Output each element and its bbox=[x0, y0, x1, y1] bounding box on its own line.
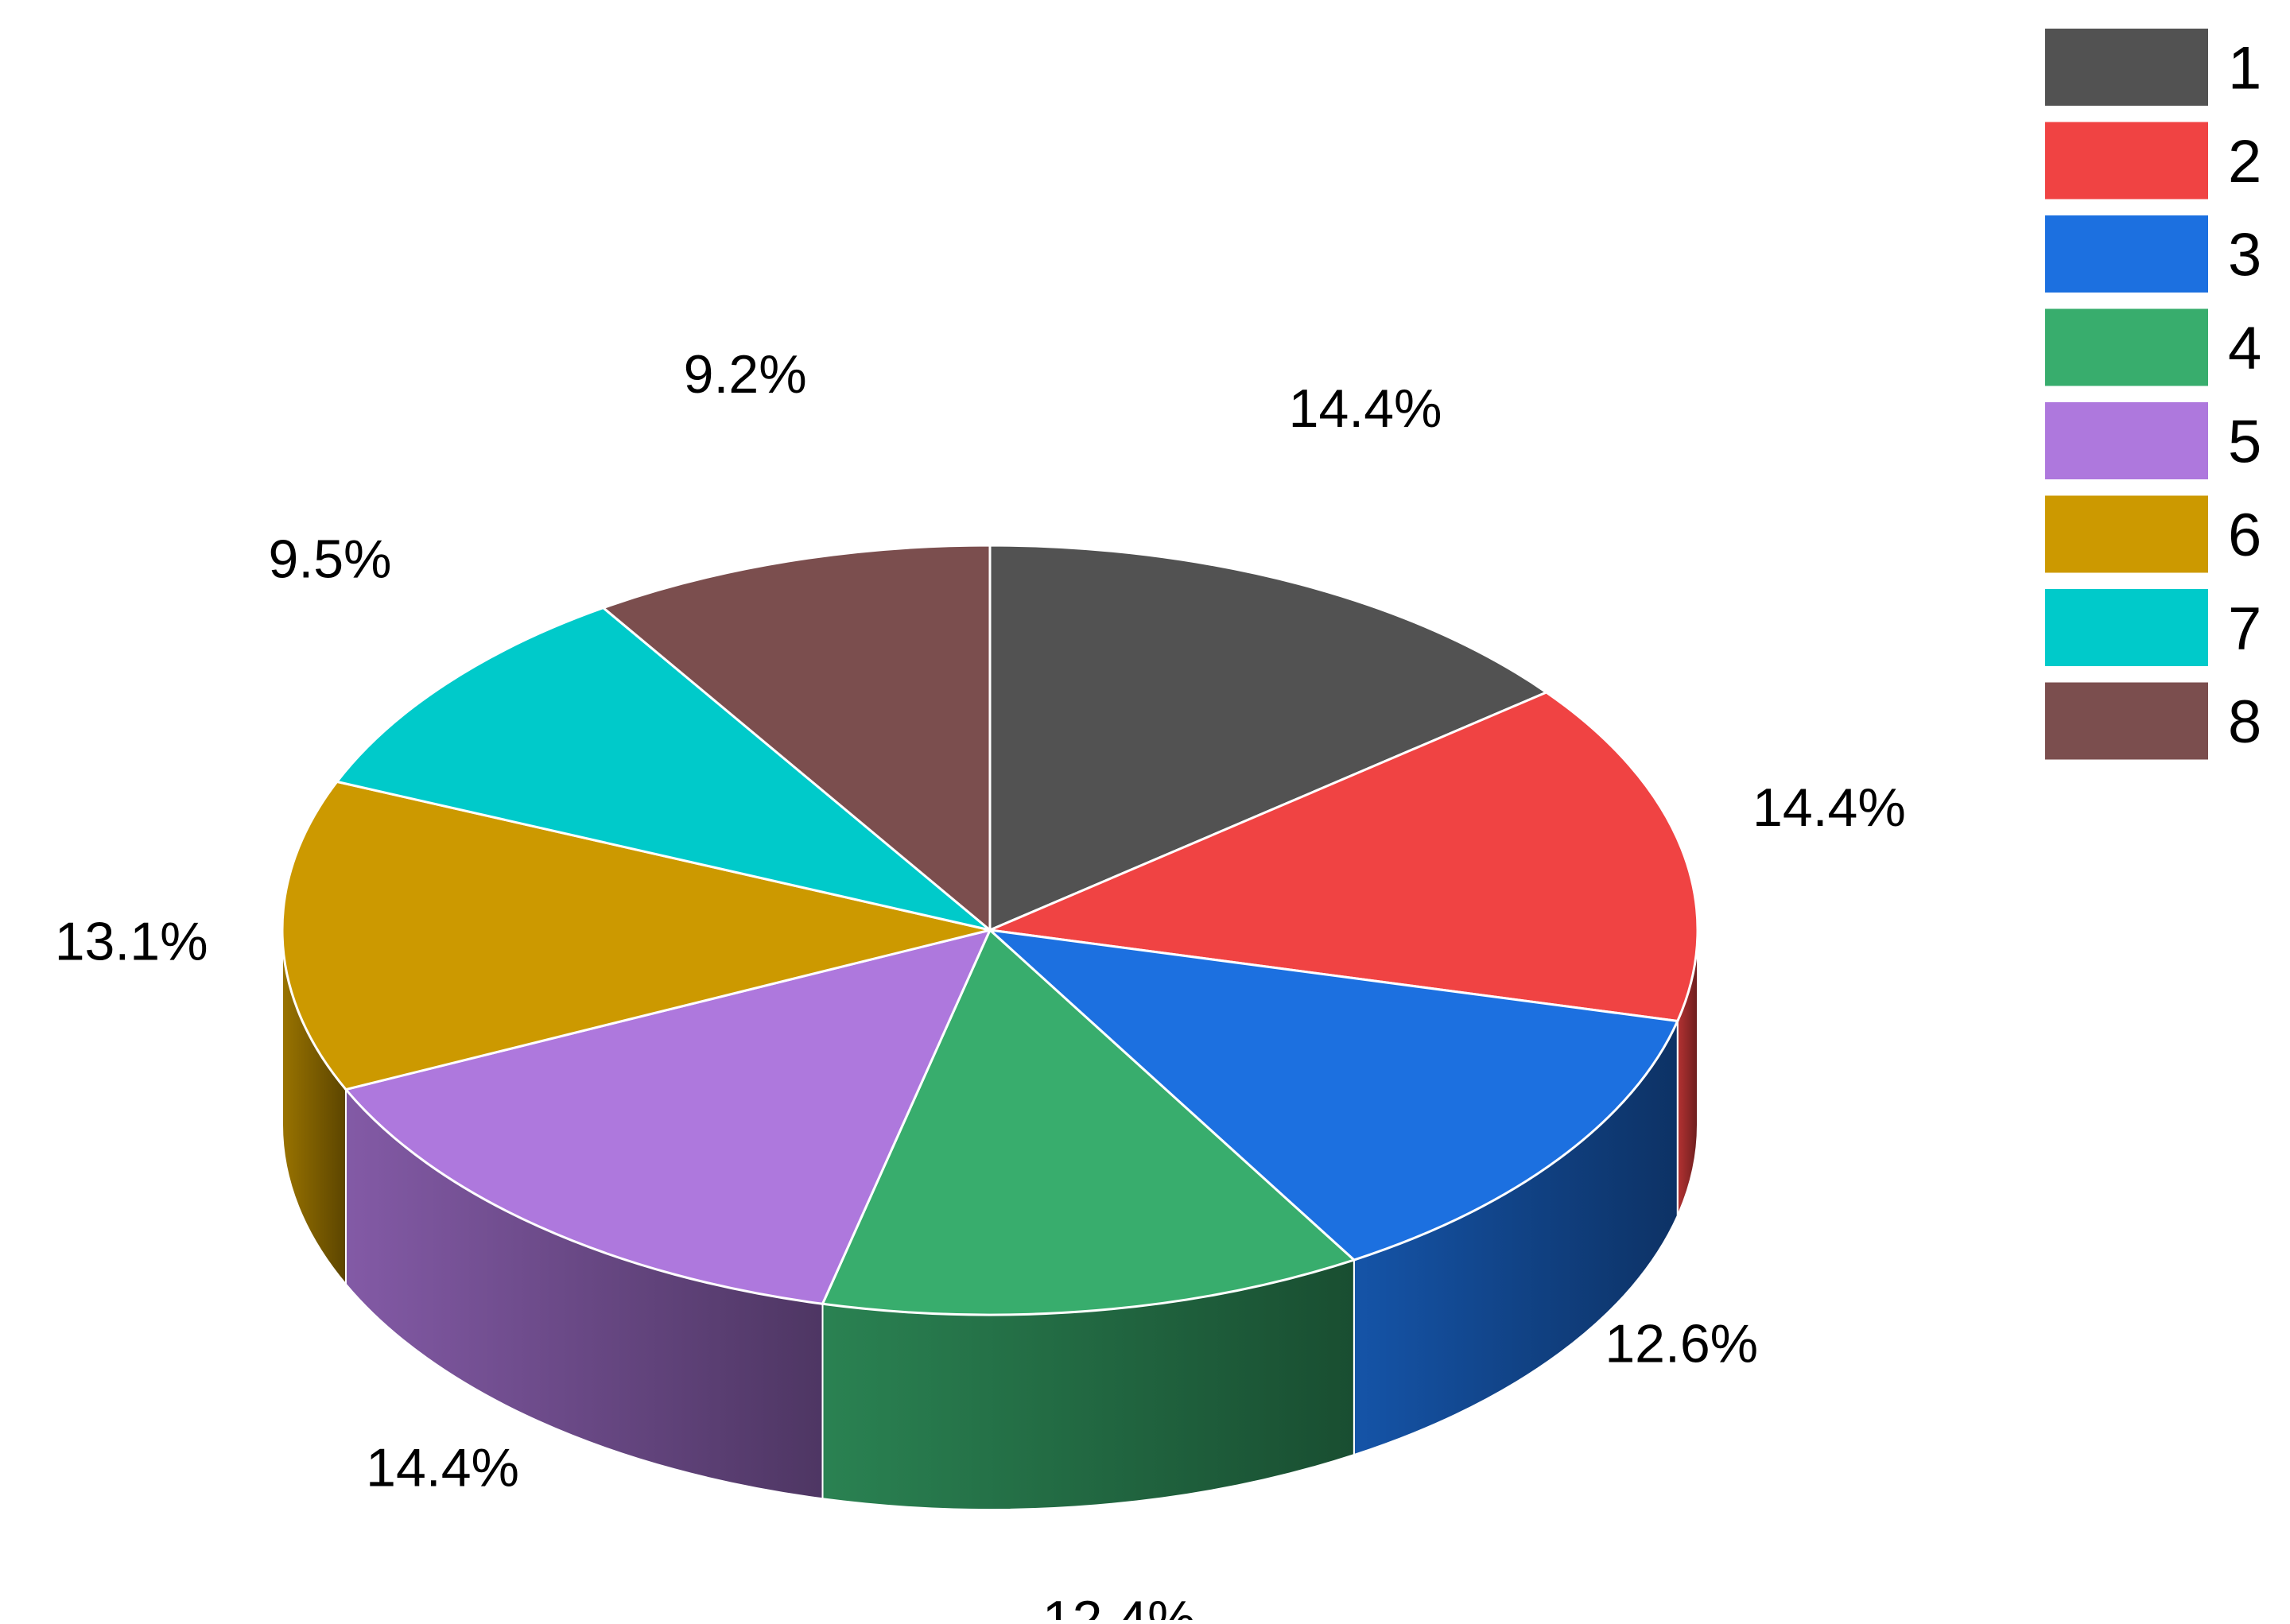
slice-8 bbox=[600, 544, 992, 933]
pie-side-walls bbox=[281, 929, 1698, 1510]
legend-swatch-2 bbox=[2045, 122, 2208, 200]
legend-label-7: 7 bbox=[2228, 595, 2261, 663]
slice-label-7: 9.5% bbox=[269, 529, 392, 590]
slice-6 bbox=[281, 780, 991, 1091]
slice-7 bbox=[335, 606, 991, 932]
legend-swatch-8 bbox=[2045, 682, 2208, 760]
slice-3 bbox=[986, 928, 1679, 1262]
legend-label-6: 6 bbox=[2228, 502, 2261, 569]
legend: 1 2 3 4 5 6 7 8 bbox=[2045, 29, 2261, 760]
legend-swatch-1 bbox=[2045, 29, 2208, 106]
slice-label-2: 14.4% bbox=[1752, 777, 1906, 838]
legend-swatch-6 bbox=[2045, 495, 2208, 573]
slice-labels: 14.4% 14.4% 12.6% 12.4% 14.4% 13.1% 9.5% 9.2% bbox=[55, 344, 1906, 1624]
slice-4 bbox=[821, 928, 1357, 1316]
legend-label-2: 2 bbox=[2228, 128, 2261, 196]
legend-label-1: 1 bbox=[2228, 35, 2261, 103]
legend-swatch-4 bbox=[2045, 308, 2208, 386]
legend-label-3: 3 bbox=[2228, 222, 2261, 289]
pie-top-face bbox=[281, 544, 1699, 1316]
legend-swatch-5 bbox=[2045, 402, 2208, 479]
slice-label-3: 12.6% bbox=[1605, 1314, 1758, 1374]
slice-label-4: 12.4% bbox=[1042, 1590, 1196, 1620]
legend-label-5: 5 bbox=[2228, 409, 2261, 476]
slice-5 bbox=[344, 928, 992, 1305]
slice-2 bbox=[985, 691, 1699, 1023]
slice-label-5: 14.4% bbox=[366, 1438, 519, 1498]
slice-label-1: 14.4% bbox=[1289, 378, 1442, 439]
slice-1 bbox=[988, 544, 1549, 932]
slice-label-8: 9.2% bbox=[684, 344, 807, 405]
legend-swatch-7 bbox=[2045, 589, 2208, 666]
legend-swatch-3 bbox=[2045, 215, 2208, 293]
legend-label-8: 8 bbox=[2228, 688, 2261, 756]
slice-label-6: 13.1% bbox=[55, 912, 208, 972]
legend-label-4: 4 bbox=[2228, 315, 2261, 382]
